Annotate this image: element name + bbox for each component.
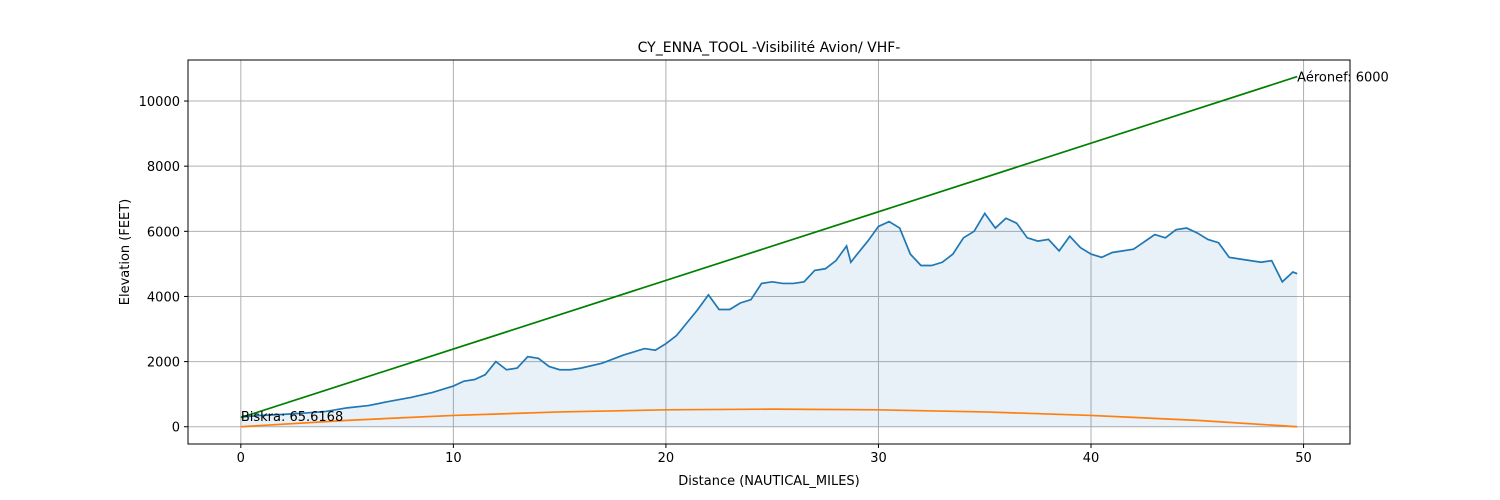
x-tick-label: 0 — [237, 451, 245, 466]
line — [240, 75, 1298, 419]
x-tick-label: 10 — [445, 451, 462, 466]
plot-frame — [187, 59, 1351, 445]
x-axis-label: Distance (NAUTICAL_MILES) — [678, 474, 860, 489]
area-fill — [240, 213, 1298, 427]
y-tick-label: 8000 — [147, 160, 180, 175]
x-tick-label: 40 — [1083, 451, 1100, 466]
y-tick-label: 0 — [172, 421, 180, 436]
y-tick-label: 2000 — [147, 356, 180, 371]
y-tick-label: 10000 — [139, 95, 180, 110]
y-tick-label: 6000 — [147, 225, 180, 240]
line — [240, 408, 1298, 428]
annotation: Biskra: 65.6168 — [241, 410, 343, 425]
line — [240, 211, 1298, 418]
chart-title: CY_ENNA_TOOL -Visibilité Avion/ VHF- — [638, 40, 901, 56]
y-tick-label: 4000 — [147, 290, 180, 305]
x-tick-label: 30 — [870, 451, 887, 466]
x-tick-label: 50 — [1295, 451, 1312, 466]
y-axis-label: Elevation (FEET) — [118, 199, 133, 306]
x-tick-label: 20 — [658, 451, 675, 466]
annotation: Aéronef: 6000 — [1297, 71, 1389, 86]
